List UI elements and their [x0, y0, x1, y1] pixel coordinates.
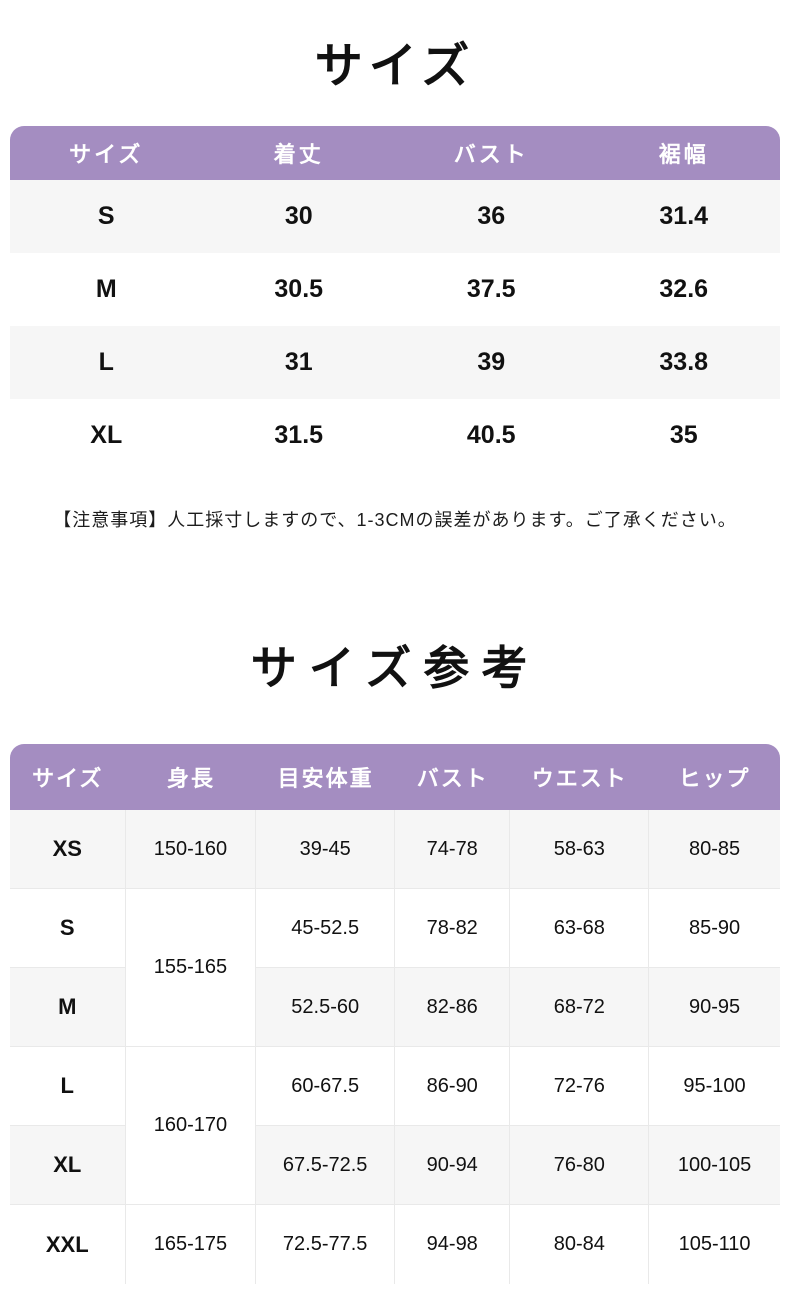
cell: 68-72 [510, 968, 650, 1047]
cell: 165-175 [125, 1205, 257, 1284]
header-cell-size: サイズ [10, 126, 203, 180]
header-cell-bust: バスト [394, 744, 511, 810]
header-cell-size: サイズ [10, 744, 126, 810]
cell: 30.5 [274, 275, 324, 303]
cell: 67.5-72.5 [256, 1126, 395, 1205]
table-row: L 31 39 33.8 [10, 326, 780, 399]
cell: S [10, 180, 203, 253]
cell: 52.5-60 [256, 968, 395, 1047]
cell: 85-90 [649, 889, 780, 968]
cell: 31.5 [274, 421, 324, 449]
cell: 90-94 [394, 1126, 511, 1205]
table-row: XL 67.5-72.5 90-94 76-80 100-105 [10, 1126, 780, 1205]
cell: 30 [202, 180, 395, 253]
cell: 150-160 [125, 810, 257, 889]
cell: 95-100 [649, 1047, 780, 1126]
header-cell-hip: ヒップ [649, 744, 780, 810]
table-row: XL 31.5 40.5 35 [10, 399, 780, 472]
cell: M [95, 275, 117, 303]
cell: XS [10, 810, 126, 889]
header-cell-waist: ウエスト [510, 744, 650, 810]
table-row: S 155-165 45-52.5 78-82 63-68 85-90 [10, 889, 780, 1047]
cell: 35 [669, 421, 698, 449]
cell: 86-90 [394, 1047, 511, 1126]
size-reference-table: サイズ 身長 目安体重 バスト ウエスト ヒップ XS 150-160 39-4… [10, 744, 780, 1284]
cell: 80-85 [649, 810, 780, 889]
cell: M [10, 968, 126, 1047]
cell: XL [10, 1126, 126, 1205]
table-row: M 52.5-60 82-86 68-72 90-95 [10, 968, 780, 1047]
cell: 40.5 [466, 421, 516, 449]
cell: 105-110 [649, 1205, 780, 1284]
cell: L [10, 326, 203, 399]
header-cell-hem: 裾幅 [587, 126, 780, 180]
cell: 36 [395, 180, 588, 253]
cell: 74-78 [394, 810, 511, 889]
header-cell-weight: 目安体重 [256, 744, 395, 810]
size-table-header-row: サイズ 着丈 バスト 裾幅 [10, 126, 780, 180]
cell: 94-98 [394, 1205, 511, 1284]
cell: 72.5-77.5 [256, 1205, 395, 1284]
cell: 90-95 [649, 968, 780, 1047]
cell: 80-84 [510, 1205, 650, 1284]
cell: 58-63 [510, 810, 650, 889]
page-title: サイズ [314, 40, 476, 93]
cell: 60-67.5 [256, 1047, 395, 1126]
table-row: XXL 165-175 72.5-77.5 94-98 80-84 105-11… [10, 1205, 780, 1284]
cell: 37.5 [466, 275, 516, 303]
merged-cell: 155-165 [125, 889, 257, 1047]
cell: 31 [202, 326, 395, 399]
cell: 39 [395, 326, 588, 399]
header-cell-bust: バスト [395, 126, 588, 180]
table-row: L 160-170 60-67.5 86-90 72-76 95-100 [10, 1047, 780, 1205]
header-cell-height: 身長 [125, 744, 257, 810]
cell: XL [90, 421, 123, 449]
cell: 31.4 [587, 180, 780, 253]
merged-cell: 160-170 [125, 1047, 257, 1205]
reference-table-header-row: サイズ 身長 目安体重 バスト ウエスト ヒップ [10, 744, 780, 810]
cell: 45-52.5 [256, 889, 395, 968]
table-row: S 30 36 31.4 [10, 180, 780, 253]
cell: XXL [10, 1205, 126, 1284]
cell: 72-76 [510, 1047, 650, 1126]
cell: 39-45 [256, 810, 395, 889]
cell: L [10, 1047, 126, 1126]
size-table: サイズ 着丈 バスト 裾幅 S 30 36 31.4 M 30.5 37.5 3 [10, 126, 780, 472]
measurement-note: 【注意事項】人工採寸しますので、1-3CMの誤差があります。ご了承ください。 [53, 510, 737, 530]
cell: S [10, 889, 126, 968]
cell: 33.8 [587, 326, 780, 399]
cell: 32.6 [659, 275, 709, 303]
reference-title: サイズ参考 [250, 642, 540, 694]
table-row: XS 150-160 39-45 74-78 58-63 80-85 [10, 810, 780, 889]
cell: 82-86 [394, 968, 511, 1047]
table-row: M 30.5 37.5 32.6 [10, 253, 780, 326]
header-cell-length: 着丈 [202, 126, 395, 180]
cell: 100-105 [649, 1126, 780, 1205]
cell: 63-68 [510, 889, 650, 968]
cell: 76-80 [510, 1126, 650, 1205]
cell: 78-82 [394, 889, 511, 968]
